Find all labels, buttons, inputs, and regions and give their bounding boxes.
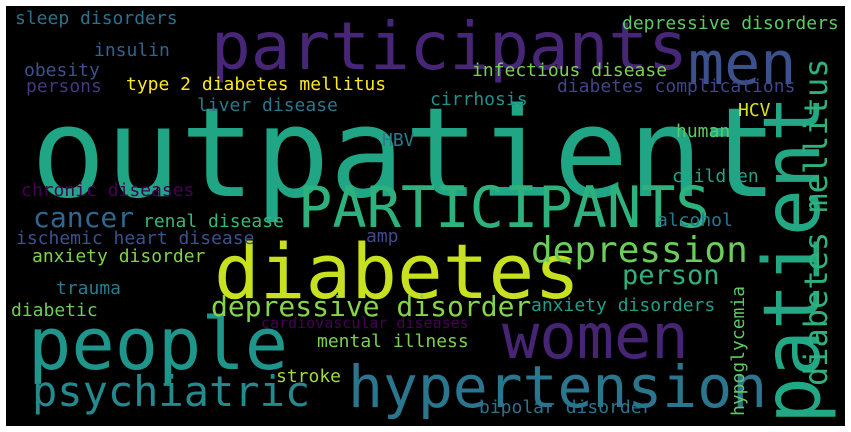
- word-diabetes-mellitus: diabetes mellitus: [797, 58, 835, 386]
- word-psychiatric: psychiatric: [32, 367, 311, 416]
- word-ischemic-heart-disease: ischemic heart disease: [16, 228, 255, 249]
- word-people: people: [28, 302, 289, 386]
- word-hypertension: hypertension: [348, 353, 768, 421]
- word-stroke: stroke: [276, 366, 342, 387]
- word-hypoglycemia: hypoglycemia: [728, 285, 749, 416]
- word-HBV: HBV: [382, 130, 415, 151]
- word-anxiety-disorders: anxiety disorders: [531, 295, 716, 316]
- word-women: women: [502, 300, 689, 373]
- word-depressive-disorder: depressive disorder: [211, 290, 532, 323]
- word-persons: persons: [26, 76, 102, 97]
- word-liver-disease: liver disease: [197, 95, 338, 116]
- word-obesity: obesity: [24, 60, 100, 81]
- word-sleep-disorders: sleep disorders: [15, 8, 178, 29]
- word-cardiovascular-diseases: cardiovascular diseases: [261, 314, 469, 332]
- word-cancer: cancer: [33, 201, 135, 234]
- word-participants-lower: participants: [211, 8, 688, 85]
- word-outpatient: outpatient: [31, 82, 778, 226]
- word-PARTICIPANTS-upper: PARTICIPANTS: [298, 175, 710, 241]
- word-diabetes-complications: diabetes complications: [557, 76, 796, 97]
- word-type-2-diabetes-mellitus: type 2 diabetes mellitus: [126, 74, 387, 95]
- word-depression: depression: [531, 230, 748, 271]
- word-anxiety-disorder: anxiety disorder: [32, 246, 206, 267]
- word-renal-disease: renal disease: [143, 211, 284, 232]
- word-HCV: HCV: [738, 100, 771, 121]
- word-amp: amp: [366, 226, 399, 247]
- word-diabetes: diabetes: [214, 227, 581, 316]
- word-men: men: [688, 29, 797, 99]
- word-person: person: [622, 260, 720, 291]
- word-trauma: trauma: [56, 278, 122, 299]
- word-children: children: [672, 166, 759, 187]
- word-alcohol: alcohol: [657, 210, 733, 231]
- word-human: human: [676, 121, 731, 142]
- word-cloud-canvas: outpatient participants men diabetes PAR…: [6, 6, 845, 426]
- word-insulin: insulin: [94, 40, 170, 61]
- word-depressive-disorders: depressive disorders: [622, 13, 839, 34]
- word-infectious-disease: infectious disease: [472, 60, 668, 81]
- word-cirrhosis: cirrhosis: [430, 89, 528, 110]
- word-chronic-diseases: chronic diseases: [21, 180, 195, 201]
- word-bipolar-disorder: bipolar disorder: [479, 397, 653, 418]
- word-mental-illness: mental illness: [317, 331, 469, 352]
- word-diabetic: diabetic: [11, 300, 98, 321]
